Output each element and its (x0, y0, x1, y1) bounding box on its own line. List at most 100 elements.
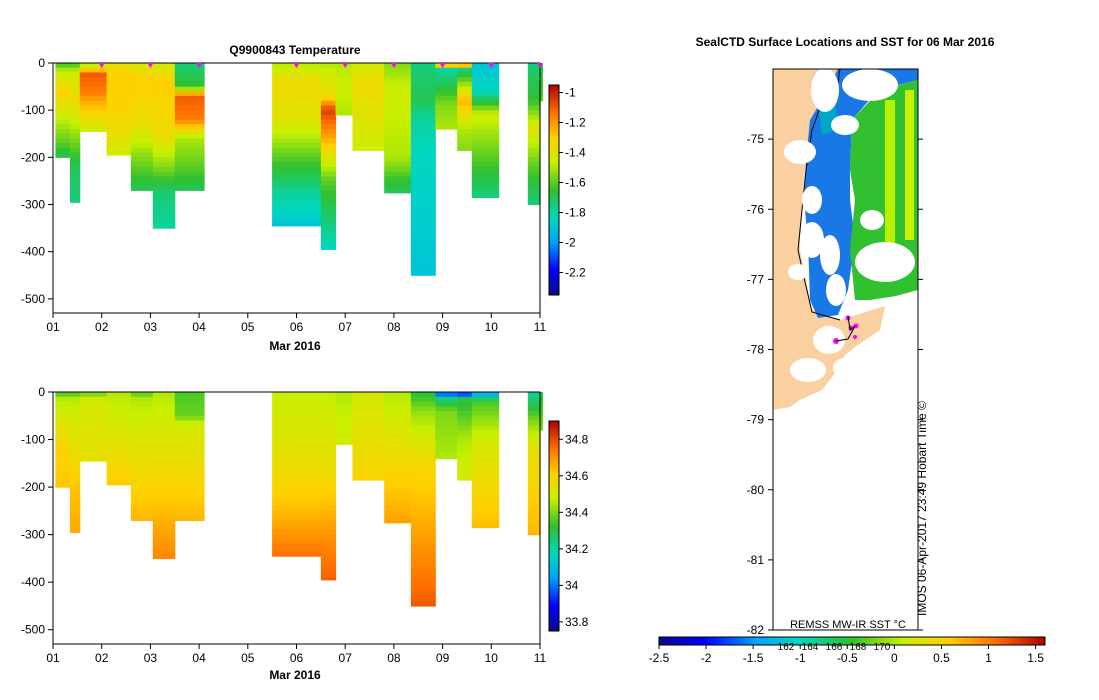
profile-cell (70, 463, 81, 469)
profile-cell (527, 91, 541, 97)
profile-cell (352, 401, 385, 407)
profile-cell (320, 444, 337, 450)
profile-cell (527, 96, 541, 102)
profile-cell (70, 199, 81, 203)
profile-cell (410, 152, 436, 158)
profile-cell (152, 420, 176, 426)
profile-column (457, 392, 473, 481)
profile-cell (540, 401, 543, 407)
profile-cell (471, 119, 500, 125)
profile-cell (79, 411, 108, 417)
profile-column (335, 63, 354, 116)
profile-cell (320, 86, 337, 92)
profile-cell (272, 81, 322, 88)
profile-cell (384, 487, 412, 493)
profile-cell (272, 152, 322, 158)
x-tick-label: 02 (95, 651, 109, 665)
profile-cell (527, 180, 541, 187)
profile-cell (320, 100, 337, 106)
profile-cell (130, 176, 154, 182)
profile-cell (410, 453, 436, 460)
profile-cell (320, 119, 337, 125)
profile-cell (435, 67, 458, 73)
sst-colorbar-tick-label: 1 (985, 651, 992, 665)
profile-cell (471, 129, 500, 135)
profile-column (55, 392, 71, 488)
profile-cell (410, 577, 436, 583)
profile-cell (471, 147, 500, 154)
map-y-tick-label: -75 (747, 132, 765, 146)
profile-cell (320, 434, 337, 441)
sst-map-panel: SealCTD Surface Locations and SST for 06… (649, 35, 1046, 665)
profile-cell (320, 124, 337, 130)
profile-cell (272, 91, 322, 97)
profile-cell (55, 439, 71, 445)
profile-cell (457, 138, 473, 144)
profile-cell (55, 425, 71, 431)
profile-cell (410, 199, 436, 206)
profile-cell (106, 133, 132, 140)
profile-marker (342, 63, 349, 68)
profile-cell (410, 544, 436, 550)
profile-cell (471, 491, 500, 498)
profile-cell (384, 96, 412, 102)
profile-cell (457, 477, 473, 481)
sst-colorbar-tick-label: 0.5 (933, 651, 950, 665)
profile-column (435, 392, 458, 460)
profile-cell (320, 458, 337, 464)
profile-cell (174, 81, 205, 88)
profile-cell (457, 91, 473, 97)
x-tick-label: 11 (534, 651, 547, 665)
profile-column (540, 392, 543, 431)
profile-cell (410, 124, 436, 130)
profile-cell (384, 143, 412, 149)
profile-cell (527, 487, 541, 493)
profile-cell (320, 472, 337, 479)
profile-cell (320, 449, 337, 455)
profile-cell (272, 166, 322, 173)
profile-cell (410, 396, 436, 403)
profile-cell (152, 515, 176, 521)
profile-cell (384, 482, 412, 488)
profile-cell (527, 434, 541, 441)
profile-cell (174, 180, 205, 187)
profile-cell (55, 81, 71, 88)
profile-cell (457, 77, 473, 83)
profile-cell (471, 449, 500, 455)
map-colorbar-caption: REMSS MW-IR SST °C (790, 619, 906, 631)
profile-cell (174, 110, 205, 116)
profile-cell (527, 525, 541, 531)
profile-cell (106, 105, 132, 111)
profile-cell (320, 425, 337, 431)
profile-cell (55, 105, 71, 111)
profile-cell (335, 420, 354, 426)
profile-cell (130, 392, 154, 398)
profile-cell (130, 143, 154, 149)
profile-cell (130, 482, 154, 488)
profile-cell (410, 534, 436, 540)
profile-cell (410, 138, 436, 144)
profile-cell (272, 430, 322, 436)
profile-cell (352, 147, 385, 151)
profile-cell (384, 147, 412, 154)
profile-cell (106, 138, 132, 144)
profile-cell (130, 157, 154, 163)
profile-cell (320, 420, 337, 426)
profile-cell (457, 100, 473, 106)
profile-cell (435, 124, 458, 130)
profile-cell (384, 124, 412, 130)
profile-cell (55, 449, 71, 455)
profile-cell (410, 81, 436, 88)
profile-cell (152, 411, 176, 417)
profile-cell (272, 213, 322, 220)
profile-cell (471, 110, 500, 116)
profile-cell (174, 86, 205, 92)
profile-cell (471, 195, 500, 199)
y-tick-label: -400 (21, 245, 45, 259)
profile-cell (352, 77, 385, 83)
profile-cell (152, 91, 176, 97)
profile-cell (152, 143, 176, 149)
profile-cell (152, 415, 176, 422)
colorbar-tick-label: 34.4 (565, 505, 589, 519)
profile-cell (272, 439, 322, 445)
